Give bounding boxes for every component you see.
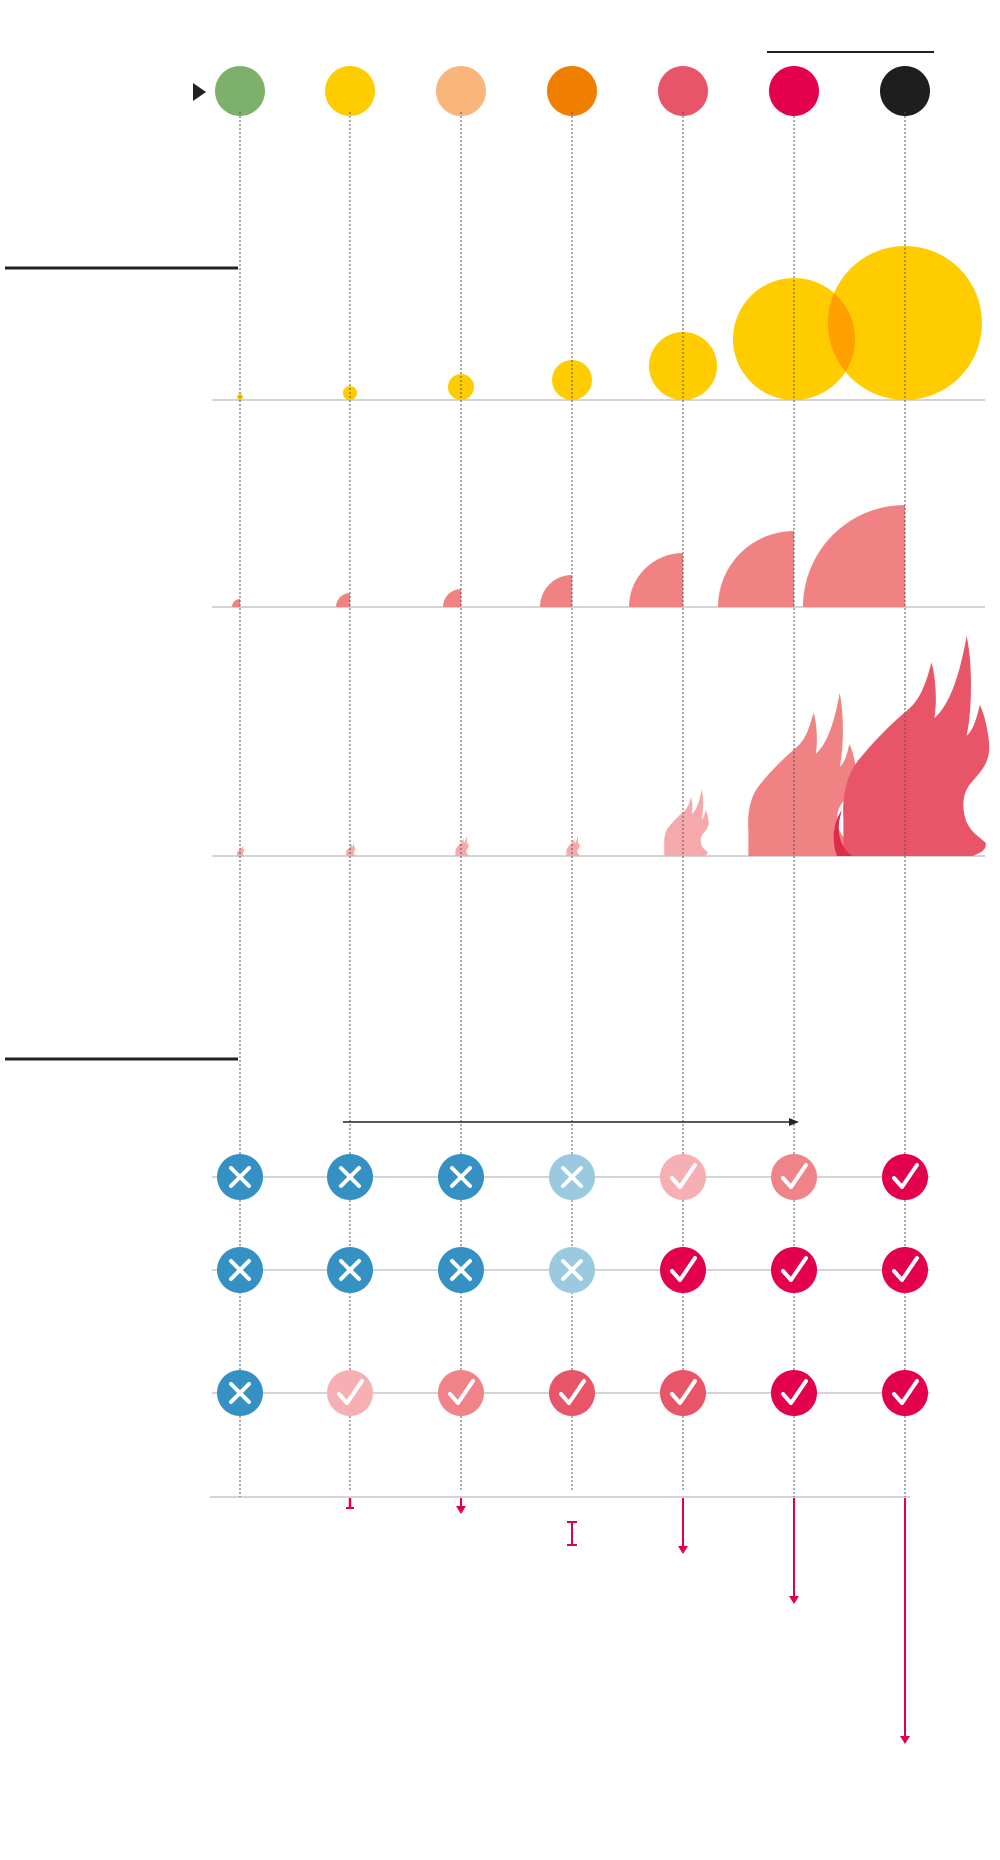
wildfire-flame-shape xyxy=(455,836,469,856)
cross-glyph xyxy=(339,1166,361,1188)
heat-circle-3 xyxy=(448,374,474,400)
warming-level-circle-5 xyxy=(658,66,708,116)
check-icon-r2-c5 xyxy=(660,1247,706,1293)
check-glyph xyxy=(670,1379,697,1405)
wildfire-flame-6 xyxy=(748,693,857,856)
check-icon-r1-c7 xyxy=(882,1154,928,1200)
drought-arc-4 xyxy=(540,575,572,607)
check-glyph xyxy=(892,1379,919,1405)
warming-level-circle-7 xyxy=(880,66,930,116)
status-mark-circle xyxy=(438,1370,484,1416)
drought-arc-7 xyxy=(803,505,905,607)
check-glyph xyxy=(892,1256,919,1282)
drought-arc-1 xyxy=(232,599,240,607)
wildfire-flame-shape xyxy=(346,842,356,856)
cross-icon-r2-c1 xyxy=(217,1247,263,1293)
status-mark-circle xyxy=(771,1370,817,1416)
check-icon-r3-c6 xyxy=(771,1370,817,1416)
wildfire-flame-shape xyxy=(566,836,580,856)
wildfire-flame-shape xyxy=(236,845,245,856)
status-mark-circle xyxy=(660,1247,706,1293)
wildfire-flame-5 xyxy=(664,789,709,856)
warming-level-circle-1 xyxy=(215,66,265,116)
cross-glyph xyxy=(450,1166,472,1188)
wildfire-flame-shape xyxy=(748,693,857,856)
check-icon-r3-c7 xyxy=(882,1370,928,1416)
drought-arc-5 xyxy=(629,553,683,607)
cross-icon-r1-c2 xyxy=(327,1154,373,1200)
cross-icon-r1-c3 xyxy=(438,1154,484,1200)
cross-glyph xyxy=(561,1166,583,1188)
check-glyph xyxy=(670,1256,697,1282)
check-icon-r2-c6 xyxy=(771,1247,817,1293)
check-glyph xyxy=(781,1256,808,1282)
wildfire-flame-shape xyxy=(664,789,709,856)
cross-icon-r1-c1 xyxy=(217,1154,263,1200)
check-icon-r3-c2 xyxy=(327,1370,373,1416)
drought-arc-2 xyxy=(336,593,350,607)
status-mark-circle xyxy=(771,1154,817,1200)
cross-icon-r2-c2 xyxy=(327,1247,373,1293)
cross-icon-r1-c4 xyxy=(549,1154,595,1200)
heat-circle-overlap xyxy=(827,293,855,372)
heat-circle-6 xyxy=(733,278,855,400)
status-mark-circle xyxy=(882,1247,928,1293)
check-icon-r2-c7 xyxy=(882,1247,928,1293)
cross-glyph xyxy=(561,1259,583,1281)
warming-level-circle-3 xyxy=(436,66,486,116)
cross-icon-r2-c4 xyxy=(549,1247,595,1293)
check-icon-r1-c6 xyxy=(771,1154,817,1200)
status-mark-circle xyxy=(327,1370,373,1416)
status-mark-circle xyxy=(771,1247,817,1293)
cross-glyph xyxy=(229,1259,251,1281)
check-glyph xyxy=(448,1379,475,1405)
check-glyph xyxy=(559,1379,586,1405)
status-mark-circle xyxy=(549,1370,595,1416)
cross-icon-r3-c1 xyxy=(217,1370,263,1416)
status-mark-circle xyxy=(882,1370,928,1416)
check-icon-r3-c4 xyxy=(549,1370,595,1416)
check-icon-r3-c3 xyxy=(438,1370,484,1416)
check-glyph xyxy=(670,1163,697,1189)
check-icon-r1-c5 xyxy=(660,1154,706,1200)
cross-glyph xyxy=(229,1166,251,1188)
decline-arrow-head-3 xyxy=(456,1506,466,1514)
warming-level-circle-2 xyxy=(325,66,375,116)
check-glyph xyxy=(781,1163,808,1189)
wildfire-flame-overlap xyxy=(833,810,852,856)
cross-glyph xyxy=(229,1382,251,1404)
cross-glyph xyxy=(339,1259,361,1281)
decline-arrow-head-7 xyxy=(900,1736,910,1744)
wildfire-flame-2 xyxy=(346,842,356,856)
check-icon-r3-c5 xyxy=(660,1370,706,1416)
status-mark-circle xyxy=(660,1370,706,1416)
wildfire-flame-3 xyxy=(455,836,469,856)
wildfire-flame-7 xyxy=(843,636,990,856)
row-pointer-icon xyxy=(193,83,206,101)
status-mark-circle xyxy=(882,1154,928,1200)
drought-arc-6 xyxy=(718,531,794,607)
wildfire-flame-4 xyxy=(566,836,580,856)
check-glyph xyxy=(337,1379,364,1405)
drought-arc-3 xyxy=(443,589,461,607)
warming-level-circle-6 xyxy=(769,66,819,116)
wildfire-flame-1 xyxy=(236,845,245,856)
cross-icon-r2-c3 xyxy=(438,1247,484,1293)
decline-arrow-head-6 xyxy=(789,1596,799,1604)
status-mark-circle xyxy=(660,1154,706,1200)
decline-arrow-head-5 xyxy=(678,1546,688,1554)
check-glyph xyxy=(781,1379,808,1405)
check-glyph xyxy=(892,1163,919,1189)
range-arrow-head xyxy=(789,1118,799,1126)
decline-range-marker-4 xyxy=(567,1521,577,1546)
warming-level-circle-4 xyxy=(547,66,597,116)
cross-glyph xyxy=(450,1259,472,1281)
wildfire-flame-shape xyxy=(843,636,990,856)
heat-circle-7 xyxy=(828,246,982,400)
